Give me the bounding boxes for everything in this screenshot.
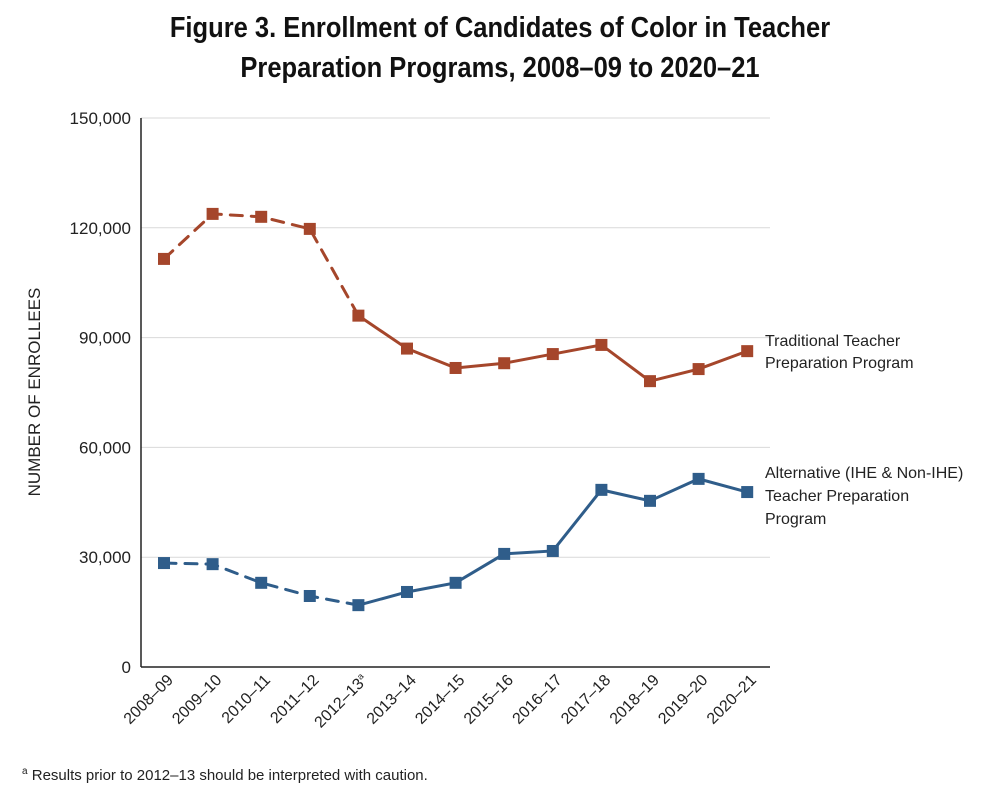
data-point-marker [692, 363, 705, 376]
x-tick-label: 2009–10 [169, 672, 225, 728]
data-point-marker [546, 348, 559, 361]
y-tick-label: 0 [122, 658, 131, 677]
data-point-marker [158, 252, 170, 265]
footnote-marker: a [22, 766, 28, 777]
x-tick-label: 2014–15 [412, 672, 468, 728]
x-tick-label: 2008–09 [121, 672, 177, 728]
x-tick-label: 2017–18 [558, 672, 614, 728]
data-point-marker [498, 547, 511, 560]
x-tick-label: 2016–17 [510, 672, 566, 728]
data-point-marker [206, 558, 219, 571]
data-point-marker [255, 576, 268, 589]
footnote: a Results prior to 2012–13 should be int… [22, 766, 428, 784]
data-point-marker [401, 342, 413, 355]
x-tick-label: 2019–20 [655, 672, 711, 728]
y-tick-label: 90,000 [79, 329, 131, 348]
data-point-marker [303, 222, 316, 235]
chart-title-line-1: Figure 3. Enrollment of Candidates of Co… [169, 12, 831, 44]
data-point-marker [692, 472, 705, 485]
series-label: Teacher Preparation [765, 488, 909, 505]
x-tick-label: 2012–13a [311, 671, 371, 731]
y-tick-label: 30,000 [79, 548, 131, 567]
data-point-marker [352, 599, 365, 612]
data-point-marker [303, 589, 316, 602]
chart-title: Figure 3. Enrollment of Candidates of Co… [60, 8, 940, 88]
series-label: Traditional Teacher [765, 333, 901, 350]
x-tick-label: 2013–14 [364, 672, 420, 728]
footnote-text: Results prior to 2012–13 should be inter… [31, 767, 428, 784]
y-axis-label: NUMBER OF ENROLLEES [25, 288, 44, 497]
series-label: Alternative (IHE & Non-IHE) [765, 465, 963, 482]
series-line-dashed [162, 212, 360, 318]
data-point-marker [352, 309, 365, 322]
data-point-marker [255, 210, 268, 223]
series-label: Preparation Program [765, 355, 914, 372]
data-point-marker [595, 338, 608, 351]
data-point-marker [158, 557, 170, 570]
y-tick-label: 150,000 [70, 109, 131, 128]
y-tick-label: 120,000 [70, 219, 131, 238]
x-tick-label: 2020–21 [704, 672, 760, 728]
data-point-marker [741, 345, 754, 358]
x-tick-label: 2015–16 [461, 672, 517, 728]
data-point-marker [206, 207, 219, 220]
data-point-marker [449, 361, 462, 374]
data-point-marker [644, 494, 656, 507]
data-point-marker [546, 544, 559, 557]
data-point-marker [741, 486, 754, 499]
series-line-dashed [162, 561, 360, 607]
y-tick-label: 60,000 [79, 438, 131, 457]
data-point-marker [595, 483, 608, 496]
chart-title-line-2: Preparation Programs, 2008–09 to 2020–21 [240, 52, 760, 84]
series-line-solid [358, 477, 748, 607]
series-label: Program [765, 511, 826, 528]
data-point-marker [498, 357, 511, 370]
x-tick-label: 2010–11 [219, 672, 274, 727]
x-tick-label: 2018–19 [607, 672, 663, 728]
data-point-marker [401, 585, 413, 598]
data-point-marker [644, 375, 656, 388]
data-point-marker [449, 576, 462, 589]
